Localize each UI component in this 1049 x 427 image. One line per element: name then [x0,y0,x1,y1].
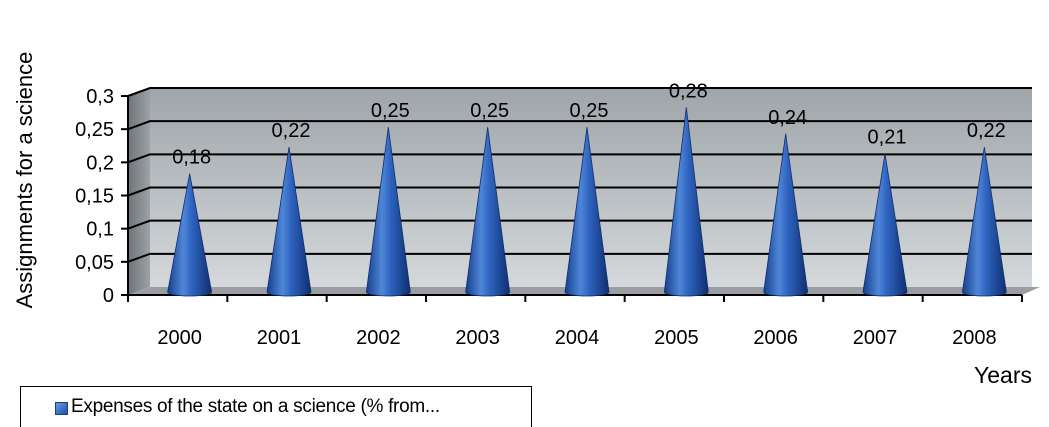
bar-cone [763,133,809,297]
data-label: 0,24 [768,107,807,129]
data-label: 0,25 [470,100,509,122]
legend-label: Expenses of the state on a science (% fr… [71,396,440,417]
x-tick-label: 2002 [356,327,401,349]
x-axis-title: Years [974,362,1032,388]
x-tick-label: 2007 [853,327,898,349]
y-tick-label: 0,1 [86,219,114,241]
y-tick-label: 0,3 [86,86,114,108]
y-tick-label: 0,15 [75,186,114,208]
y-axis-ticks: 0 0,05 0,1 0,15 0,2 0,25 0,3 [75,86,128,307]
y-tick-label: 0,2 [86,152,114,174]
bar-cone [961,147,1007,297]
bar-cone [862,153,908,297]
gridline [127,87,1032,97]
bar-cone [564,127,610,297]
gridlines [127,87,1032,263]
bar-cone [365,127,411,297]
data-label: 0,28 [669,80,708,102]
x-tick-label: 2006 [753,327,798,349]
data-label: 0,25 [570,100,609,122]
bars [167,107,1007,297]
data-label: 0,21 [868,127,907,149]
x-tick-label: 2008 [952,327,997,349]
x-tick-label: 2004 [555,327,600,349]
x-tick-label: 2003 [455,327,500,349]
y-tick-label: 0,25 [75,119,114,141]
x-axis-ticks [127,295,1023,302]
x-tick-label: 2005 [654,327,699,349]
y-tick-label: 0,05 [75,252,114,274]
gridline [127,252,1032,263]
bar-cone [266,147,312,297]
x-tick-label: 2000 [157,327,202,349]
y-axis-title: Assignments for a science [12,52,37,309]
x-tick-label: 2001 [257,327,302,349]
legend: Expenses of the state on a science (% fr… [20,386,532,427]
bar-cone [663,107,709,297]
gridline [127,186,1032,197]
x-tick-labels: 2000 2001 2002 2003 2004 2005 2006 2007 2008 [157,327,996,349]
legend-swatch [55,402,68,415]
data-labels: 0,18 0,22 0,25 0,25 0,25 0,28 0,24 0,21 0,22 [172,80,1006,168]
gridline [127,219,1032,230]
data-label: 0,22 [967,120,1006,142]
data-label: 0,22 [272,120,311,142]
bar-cone [465,127,511,297]
gridline [127,120,1032,131]
y-tick-label: 0 [103,285,114,307]
bar-cone [167,173,213,297]
data-label: 0,25 [371,100,410,122]
gridline [127,153,1032,164]
data-label: 0,18 [172,147,211,169]
